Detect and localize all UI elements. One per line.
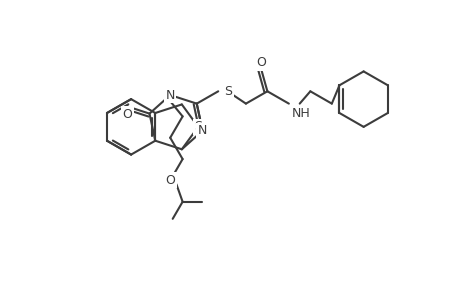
Text: N: N [165,88,174,102]
Text: O: O [165,174,175,187]
Text: O: O [122,108,132,121]
Text: S: S [224,85,232,98]
Text: O: O [256,56,266,70]
Text: NH: NH [291,107,310,120]
Text: S: S [194,120,202,134]
Text: N: N [197,124,207,137]
